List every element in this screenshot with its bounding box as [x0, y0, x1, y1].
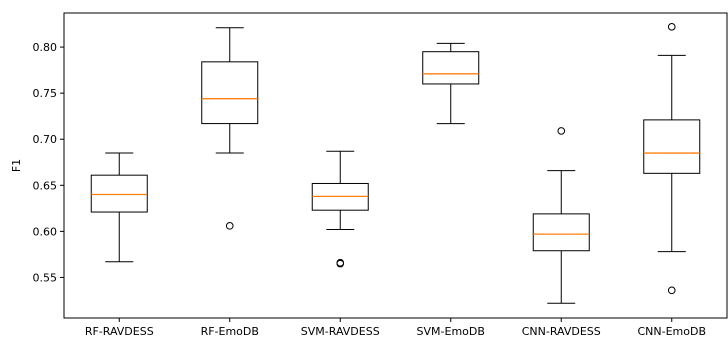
boxes-layer	[90, 23, 701, 304]
plot-frame	[63, 12, 728, 319]
y-tick-label: 0.75	[33, 87, 58, 100]
y-tick-label: 0.65	[33, 179, 58, 192]
outlier-point	[667, 23, 676, 31]
y-tick-label: 0.55	[33, 271, 58, 284]
x-tick-label: SVM-RAVDESS	[301, 325, 380, 338]
y-tick-label: 0.80	[33, 41, 58, 54]
box-group	[422, 42, 480, 125]
box-iqr	[201, 61, 259, 125]
y-axis-label: F1	[10, 159, 23, 172]
y-tick-label: 0.70	[33, 133, 58, 146]
y-tick-label: 0.60	[33, 225, 58, 238]
box-iqr	[422, 51, 480, 85]
outlier-point	[667, 286, 676, 295]
box-group	[643, 23, 701, 295]
box-iqr	[643, 119, 701, 174]
outlier-point	[225, 222, 234, 230]
x-tick-label: RF-EmoDB	[201, 325, 259, 338]
outlier-point	[336, 258, 345, 267]
x-tick-label: RF-RAVDESS	[85, 325, 154, 338]
y-axis: 0.55 0.60 0.65 0.70 0.75 0.80	[33, 41, 64, 284]
x-axis: RF-RAVDESS RF-EmoDB SVM-RAVDESS SVM-EmoDB CN…	[85, 318, 706, 338]
box-group	[90, 152, 148, 263]
box-group	[532, 127, 590, 304]
x-tick-label: SVM-EmoDB	[417, 325, 485, 338]
box-group	[201, 27, 259, 230]
x-tick-label: CNN-RAVDESS	[522, 325, 601, 338]
outlier-point	[557, 127, 566, 135]
box-group	[311, 150, 369, 268]
x-tick-label: CNN-EmoDB	[637, 325, 706, 338]
plot-area	[63, 12, 728, 319]
box-iqr	[532, 213, 590, 252]
box-iqr	[90, 174, 148, 213]
